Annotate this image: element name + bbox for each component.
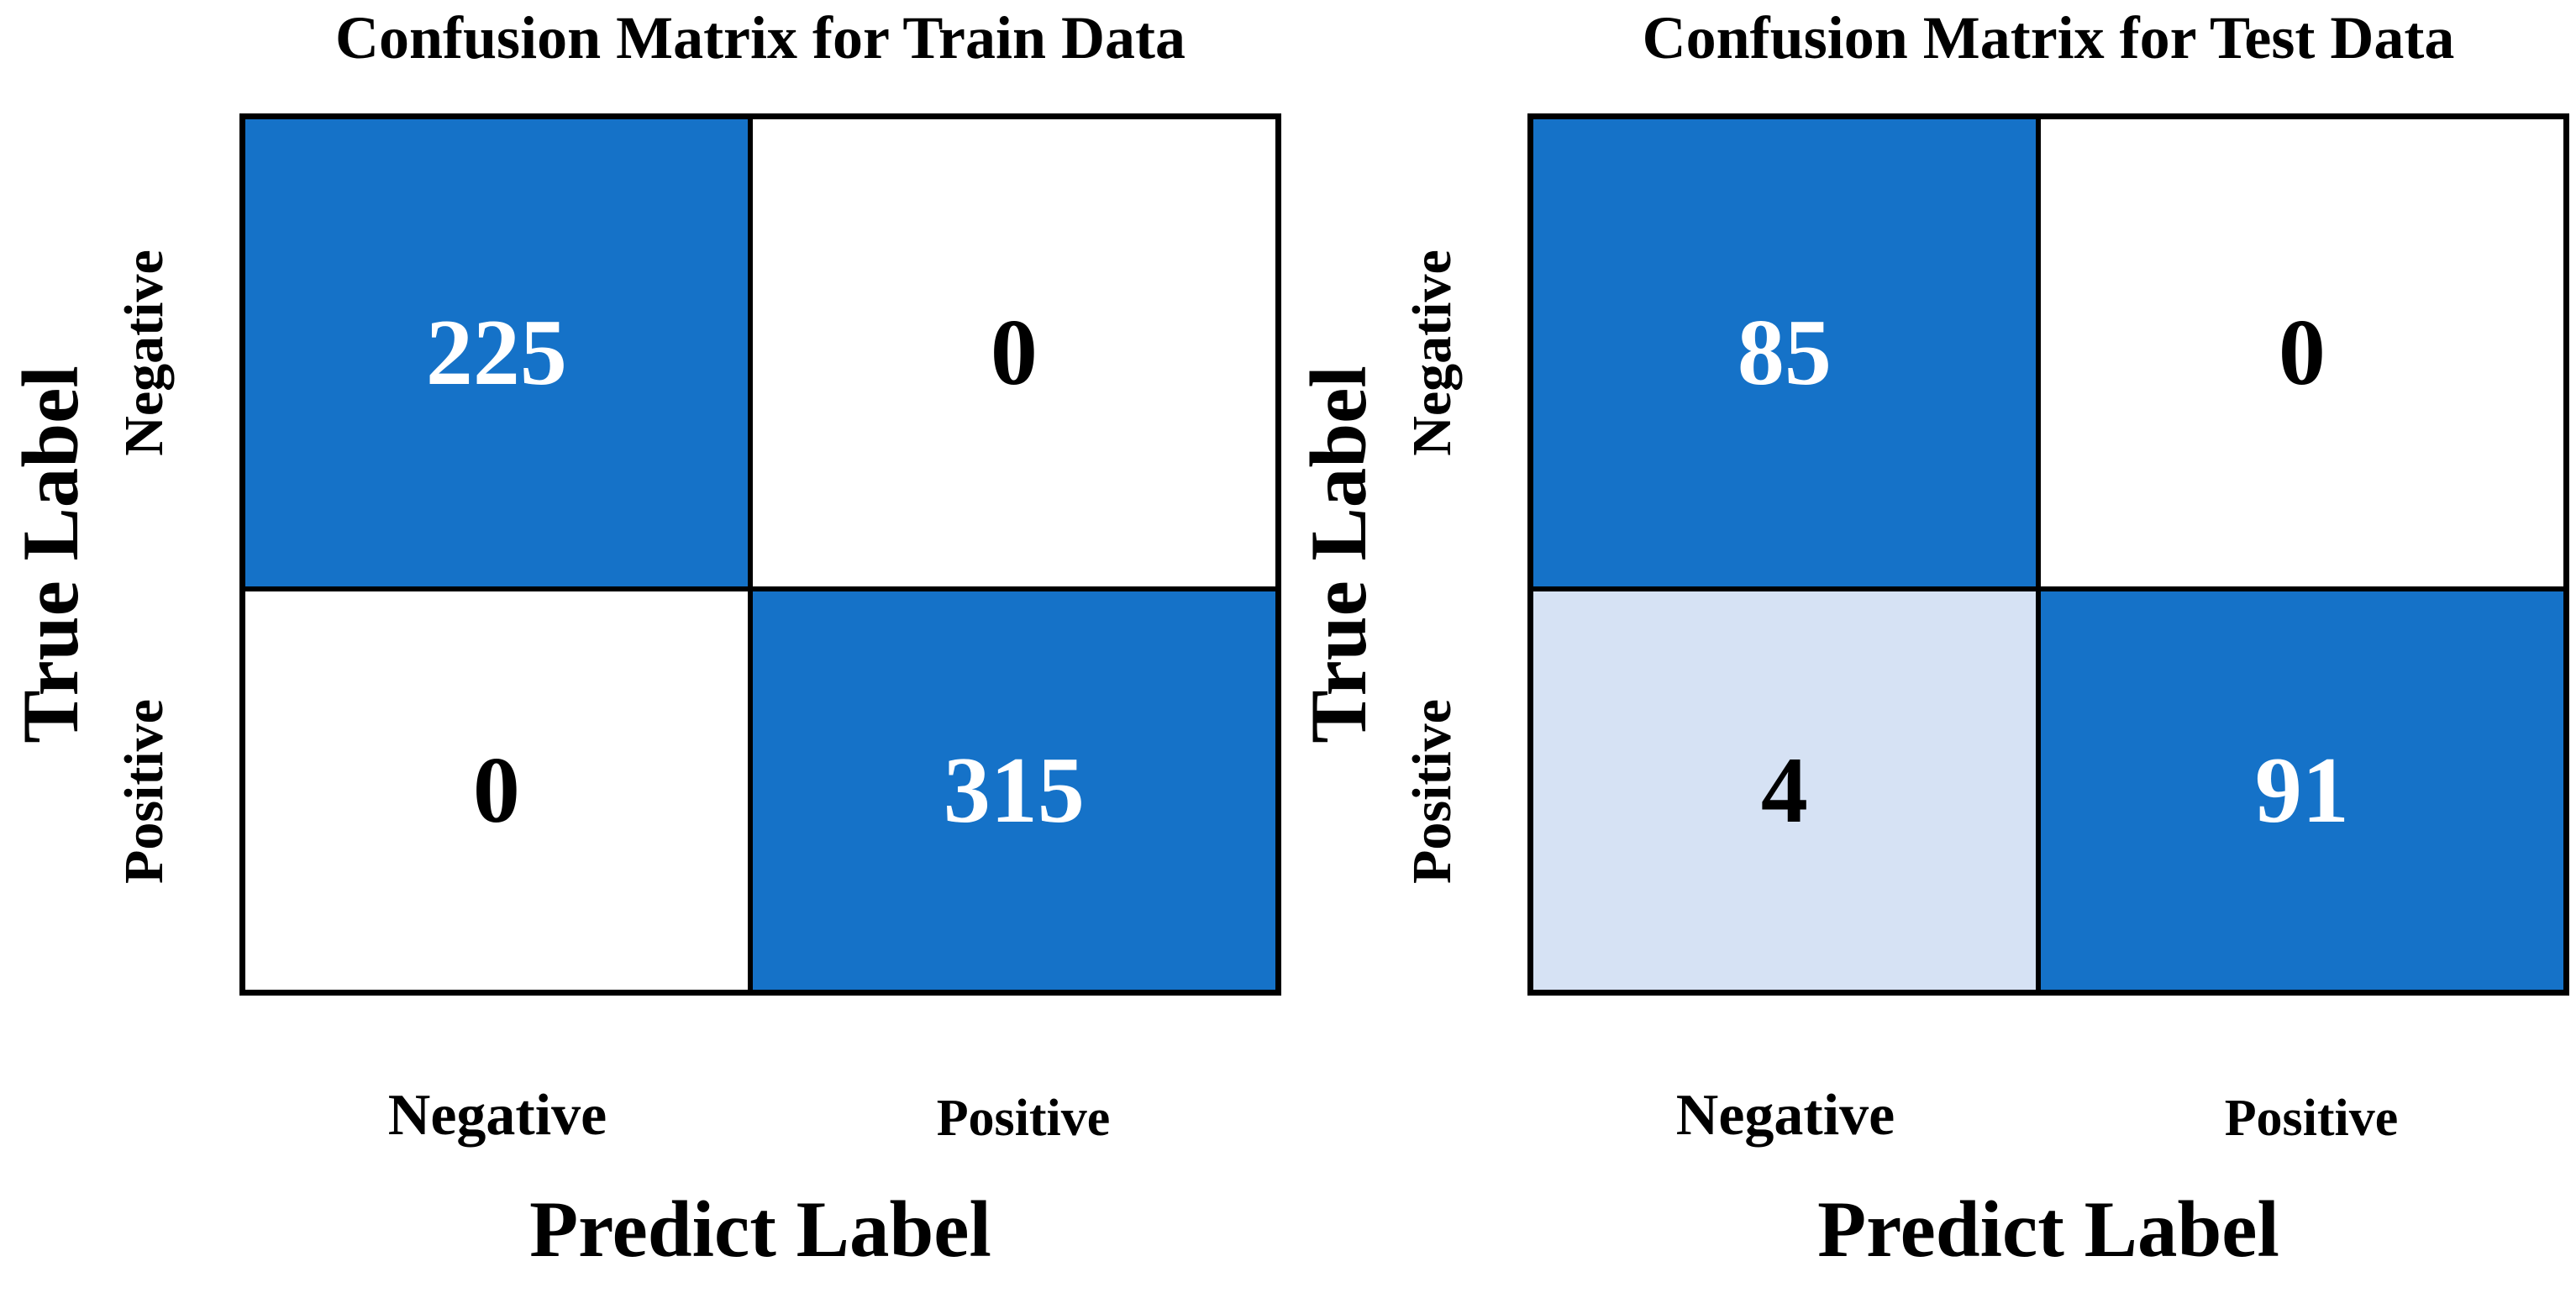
- matrix-cell-true-negative: 225: [245, 119, 748, 587]
- chart-title: Confusion Matrix for Train Data: [334, 4, 1185, 71]
- y-tick-label-positive: Positive: [113, 699, 175, 884]
- x-tick-label-negative: Negative: [1675, 1083, 1895, 1148]
- matrix-cell-true-positive: 315: [752, 591, 1275, 990]
- confusion-matrix-grid: 225 0 0 315: [239, 113, 1281, 996]
- y-axis-label: True Label: [1294, 365, 1383, 744]
- matrix-cell-true-positive: 91: [2040, 591, 2563, 990]
- matrix-cell-false-negative: 4: [1533, 591, 2036, 990]
- y-tick-label-positive: Positive: [1401, 699, 1463, 884]
- x-axis-label: Predict Label: [1817, 1185, 2279, 1274]
- matrix-cell-false-negative: 0: [245, 591, 748, 990]
- matrix-cell-true-negative: 85: [1533, 119, 2036, 587]
- matrix-cell-false-positive: 0: [752, 119, 1275, 587]
- chart-title: Confusion Matrix for Test Data: [1642, 4, 2455, 71]
- y-axis-label: True Label: [6, 365, 95, 744]
- x-tick-label-positive: Positive: [936, 1090, 1111, 1147]
- matrix-cell-false-positive: 0: [2040, 119, 2563, 587]
- x-axis-label: Predict Label: [529, 1185, 991, 1274]
- x-tick-label-positive: Positive: [2224, 1090, 2399, 1147]
- x-tick-label-negative: Negative: [387, 1083, 607, 1148]
- panel-train: Confusion Matrix for Train Data True Lab…: [6, 4, 1281, 1274]
- panel-test: Confusion Matrix for Test Data True Labe…: [1288, 0, 2576, 1293]
- y-tick-label-negative: Negative: [1401, 250, 1463, 456]
- confusion-matrix-grid: 85 0 4 91: [1527, 113, 2569, 996]
- y-tick-label-negative: Negative: [113, 250, 175, 456]
